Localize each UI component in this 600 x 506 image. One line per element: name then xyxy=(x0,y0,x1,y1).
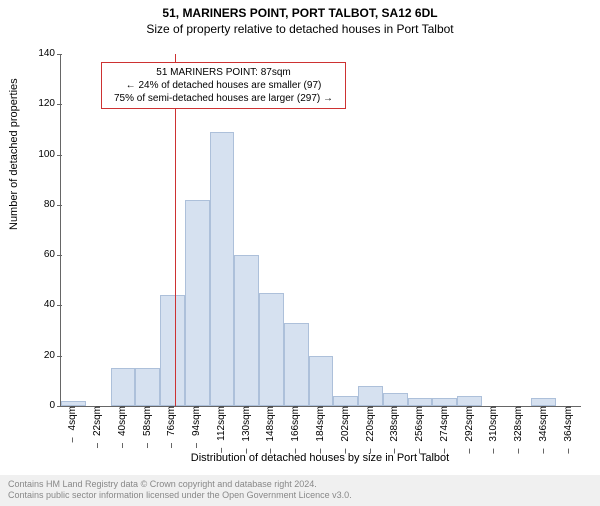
y-tick: 60 xyxy=(15,250,61,260)
histogram-bar xyxy=(408,398,433,406)
chart-area: 0204060801001201404sqm22sqm40sqm58sqm76s… xyxy=(60,54,580,406)
y-tick: 20 xyxy=(15,351,61,361)
x-tick: 202sqm xyxy=(341,406,351,448)
y-tick: 100 xyxy=(15,150,61,160)
x-axis-label: Distribution of detached houses by size … xyxy=(60,452,580,464)
x-tick: 220sqm xyxy=(366,406,376,448)
x-tick: 310sqm xyxy=(489,406,499,448)
x-tick: 58sqm xyxy=(143,406,153,442)
x-tick: 112sqm xyxy=(217,406,227,447)
histogram-bar xyxy=(284,323,309,406)
x-tick: 76sqm xyxy=(167,406,177,442)
y-tick: 0 xyxy=(15,401,61,411)
y-tick: 80 xyxy=(15,200,61,210)
x-tick: 274sqm xyxy=(440,406,450,448)
x-tick: 148sqm xyxy=(266,406,276,448)
y-tick: 140 xyxy=(15,49,61,59)
x-tick: 328sqm xyxy=(514,406,524,448)
histogram-bar xyxy=(135,368,160,406)
x-tick: 40sqm xyxy=(118,406,128,442)
histogram-bar xyxy=(111,368,136,406)
x-tick: 130sqm xyxy=(242,406,252,448)
annotation-line-1: 51 MARINERS POINT: 87sqm xyxy=(114,66,333,79)
footer-line-1: Contains HM Land Registry data © Crown c… xyxy=(8,479,592,491)
plot-region: 0204060801001201404sqm22sqm40sqm58sqm76s… xyxy=(60,54,581,407)
annotation-box: 51 MARINERS POINT: 87sqm← 24% of detache… xyxy=(101,62,346,109)
page-title-main: 51, MARINERS POINT, PORT TALBOT, SA12 6D… xyxy=(0,6,600,20)
histogram-bar xyxy=(383,393,408,406)
x-tick: 364sqm xyxy=(564,406,574,448)
x-tick: 4sqm xyxy=(68,406,78,436)
histogram-bar xyxy=(432,398,457,406)
annotation-line-3: 75% of semi-detached houses are larger (… xyxy=(114,92,333,105)
footer-attribution: Contains HM Land Registry data © Crown c… xyxy=(0,475,600,506)
x-tick: 346sqm xyxy=(539,406,549,448)
histogram-bar xyxy=(457,396,482,406)
histogram-bar xyxy=(185,200,210,406)
y-tick: 40 xyxy=(15,300,61,310)
x-tick: 184sqm xyxy=(316,406,326,448)
page-title-sub: Size of property relative to detached ho… xyxy=(0,22,600,36)
histogram-bar xyxy=(358,386,383,406)
histogram-bar xyxy=(259,293,284,406)
histogram-bar xyxy=(333,396,358,406)
y-tick: 120 xyxy=(15,99,61,109)
histogram-bar xyxy=(160,295,185,406)
x-tick: 22sqm xyxy=(93,406,103,442)
footer-line-2: Contains public sector information licen… xyxy=(8,490,592,502)
x-tick: 94sqm xyxy=(192,406,202,442)
histogram-bar xyxy=(234,255,259,406)
histogram-bar xyxy=(309,356,334,406)
x-tick: 166sqm xyxy=(291,406,301,448)
annotation-line-2: ← 24% of detached houses are smaller (97… xyxy=(114,79,333,92)
histogram-bar xyxy=(531,398,556,406)
x-tick: 256sqm xyxy=(415,406,425,448)
x-tick: 292sqm xyxy=(465,406,475,448)
x-tick: 238sqm xyxy=(390,406,400,448)
histogram-bar xyxy=(210,132,235,406)
